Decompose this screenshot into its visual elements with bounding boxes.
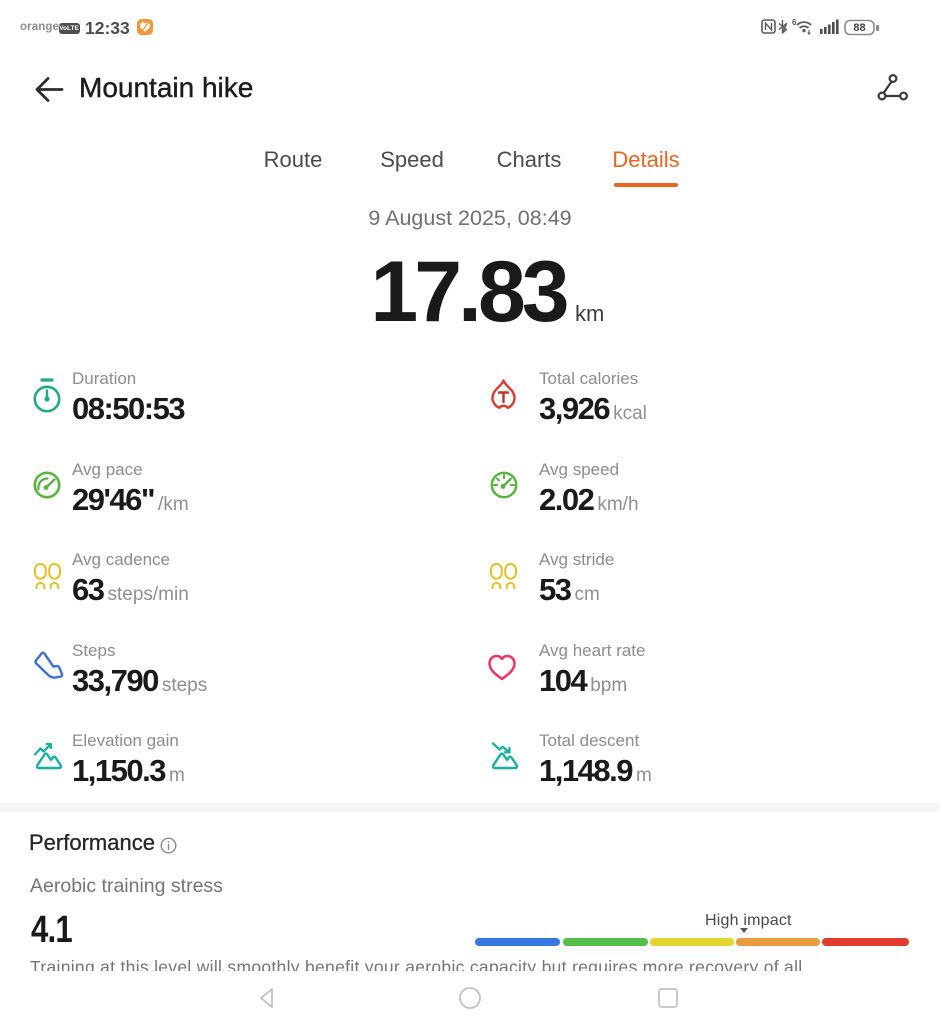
svg-text:6: 6 <box>792 18 797 27</box>
svg-text:88: 88 <box>853 22 865 34</box>
